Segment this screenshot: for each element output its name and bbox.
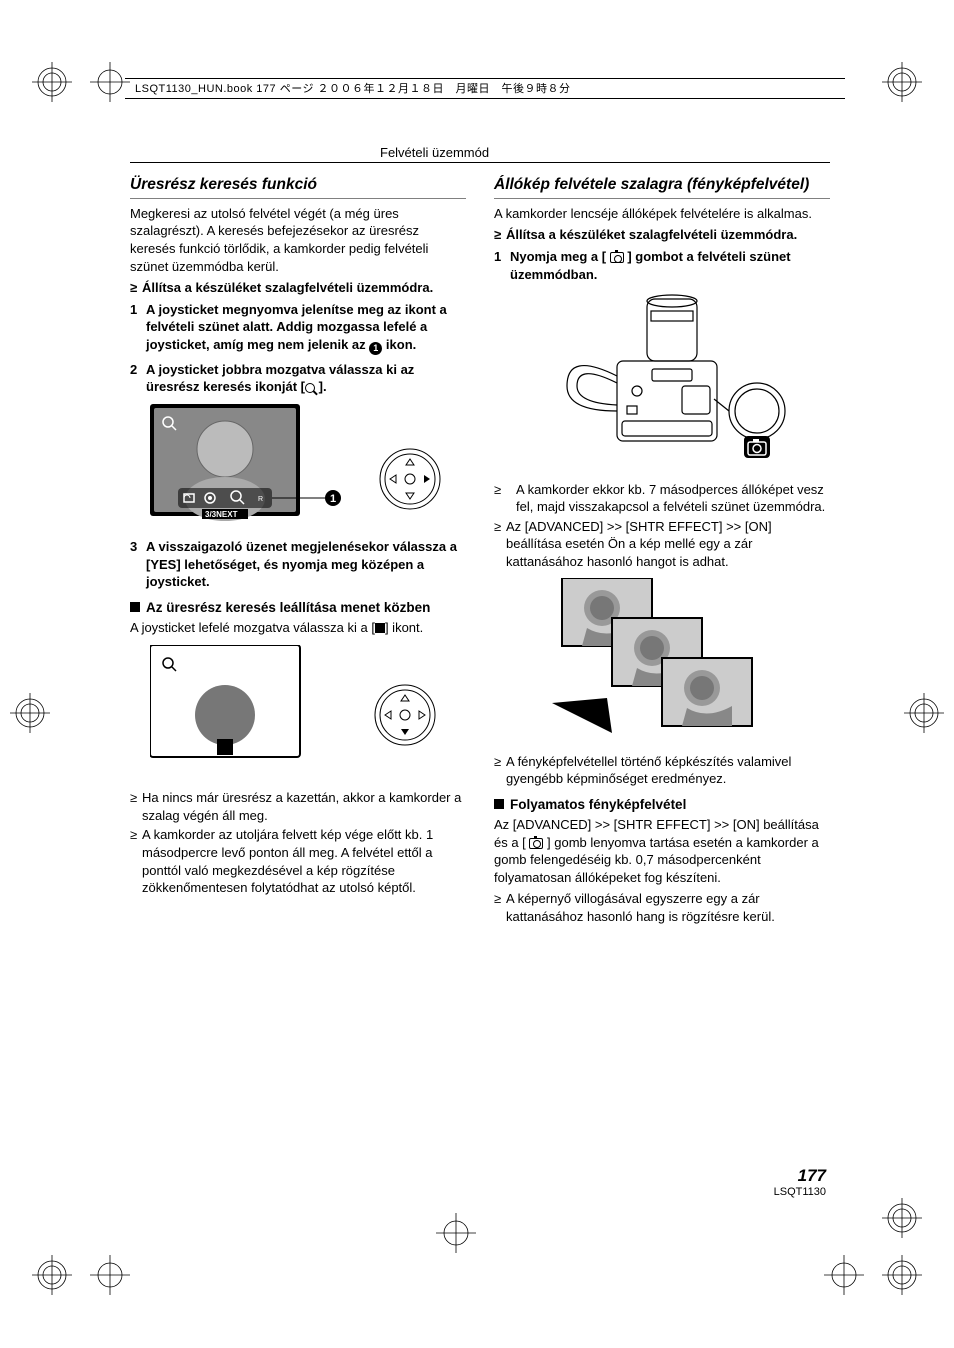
right-figure-camcorder — [494, 291, 830, 471]
left-sub-text: A joysticket lefelé mozgatva válassza ki… — [130, 619, 466, 637]
search-icon — [305, 383, 315, 393]
step-number: 1 — [130, 301, 146, 355]
right-note-3: A fényképfelvétellel történő képkészítés… — [494, 753, 830, 788]
left-title: Üresrész keresés funkció — [130, 175, 466, 196]
step-number: 2 — [130, 361, 146, 396]
left-setup-bullet: Állítsa a készüléket szalagfelvételi üze… — [130, 279, 466, 297]
left-step-3: 3 A visszaigazoló üzenet megjelenésekor … — [130, 538, 466, 591]
left-step2-suf: ]. — [319, 379, 327, 394]
left-intro: Megkeresi az utolsó felvétel végét (a mé… — [130, 205, 466, 275]
right-column: Állókép felvétele szalagra (fényképfelvé… — [494, 175, 830, 930]
section-header-rule — [130, 162, 830, 163]
right-sub-text: Az [ADVANCED] >> [SHTR EFFECT] >> [ON] b… — [494, 816, 830, 886]
reg-mark-bottom-left-inner — [90, 1255, 130, 1295]
camcorder-svg — [532, 291, 792, 466]
left-figure-2 — [150, 645, 466, 780]
left-step-2: 2 A joysticket jobbra mozgatva válassza … — [130, 361, 466, 396]
reg-mark-mid-left — [10, 693, 50, 733]
left-sub-suf: ] ikont. — [385, 620, 423, 635]
camera-icon — [610, 252, 624, 263]
square-bullet-icon — [130, 602, 140, 612]
step-number: 3 — [130, 538, 146, 591]
page-footer: 177 LSQT1130 — [774, 1166, 826, 1198]
left-figure-1-svg: R 3/3NEXT 1 — [150, 404, 450, 524]
right-note-2: Az [ADVANCED] >> [SHTR EFFECT] >> [ON] b… — [494, 518, 830, 571]
right-sub-note: A képernyő villogásával egyszerre egy a … — [494, 890, 830, 925]
fig1-label: 3/3NEXT — [205, 510, 238, 519]
right-sub-title: Folyamatos fényképfelvétel — [510, 796, 686, 814]
right-note-1: A kamkorder ekkor kb. 7 másodperces álló… — [494, 481, 830, 516]
header-rule-top — [125, 78, 845, 79]
reg-mark-bottom-right-upper — [882, 1198, 922, 1238]
fig1-counter: 1 — [330, 493, 336, 505]
section-header: Felvételi üzemmód — [380, 145, 489, 160]
square-bullet-icon — [494, 799, 504, 809]
left-figure-1: R 3/3NEXT 1 — [150, 404, 466, 529]
left-note-1: Ha nincs már üresrész a kazettán, akkor … — [130, 789, 466, 824]
step-text: A joysticket megnyomva jelenítse meg az … — [146, 301, 466, 355]
fig1-icon-r: R — [258, 496, 263, 503]
screens-cascade-svg — [542, 578, 782, 738]
right-intro: A kamkorder lencséje állóképek felvételé… — [494, 205, 830, 223]
right-title: Állókép felvétele szalagra (fényképfelvé… — [494, 175, 830, 196]
right-notes-1: A kamkorder ekkor kb. 7 másodperces álló… — [494, 481, 830, 571]
step-number: 1 — [494, 248, 510, 283]
step-text: A visszaigazoló üzenet megjelenésekor vá… — [146, 538, 466, 591]
left-setup-list: Állítsa a készüléket szalagfelvételi üze… — [130, 279, 466, 297]
right-subhead: Folyamatos fényképfelvétel — [494, 796, 830, 814]
reg-mark-top-left-inner — [90, 62, 130, 102]
header-rule-bottom — [125, 98, 845, 99]
header-book-info: LSQT1130_HUN.book 177 ページ ２００６年１２月１８日 月曜… — [135, 80, 571, 96]
reg-mark-bottom-right-outer — [882, 1255, 922, 1295]
left-figure-2-svg — [150, 645, 450, 775]
right-notes-2: A fényképfelvétellel történő képkészítés… — [494, 753, 830, 788]
page: LSQT1130_HUN.book 177 ページ ２００６年１２月１８日 月曜… — [0, 0, 954, 1348]
left-subhead: Az üresrész keresés leállítása menet köz… — [130, 599, 466, 617]
reg-mark-mid-right — [904, 693, 944, 733]
left-note-2: A kamkorder az utoljára felvett kép vége… — [130, 826, 466, 896]
right-step1-pre: Nyomja meg a [ — [510, 249, 606, 264]
reg-mark-bottom-center — [436, 1213, 476, 1253]
right-title-rule — [494, 198, 830, 199]
reg-mark-bottom-right-inner — [824, 1255, 864, 1295]
right-step-1: 1 Nyomja meg a [ ] gombot a felvételi sz… — [494, 248, 830, 283]
camera-icon — [529, 838, 543, 849]
left-step2-pre: A joysticket jobbra mozgatva válassza ki… — [146, 362, 414, 395]
right-setup-list: Állítsa a készüléket szalagfelvételi üze… — [494, 226, 830, 244]
reg-mark-top-right — [882, 62, 922, 102]
stop-icon — [375, 623, 385, 633]
step-text: Nyomja meg a [ ] gombot a felvételi szün… — [510, 248, 830, 283]
circled-1-icon: 1 — [369, 342, 382, 355]
step-text: A joysticket jobbra mozgatva válassza ki… — [146, 361, 466, 396]
right-sub-notes: A képernyő villogásával egyszerre egy a … — [494, 890, 830, 925]
reg-mark-top-left-outer — [32, 62, 72, 102]
left-sub-pre: A joysticket lefelé mozgatva válassza ki… — [130, 620, 375, 635]
footer-code: LSQT1130 — [774, 1186, 826, 1198]
right-figure-screens — [494, 578, 830, 743]
left-step-1: 1 A joysticket megnyomva jelenítse meg a… — [130, 301, 466, 355]
right-setup-bullet: Állítsa a készüléket szalagfelvételi üze… — [494, 226, 830, 244]
content-columns: Üresrész keresés funkció Megkeresi az ut… — [130, 175, 830, 930]
page-number: 177 — [774, 1166, 826, 1186]
reg-mark-bottom-left-outer — [32, 1255, 72, 1295]
left-step1-suffix: ikon. — [386, 337, 416, 352]
left-column: Üresrész keresés funkció Megkeresi az ut… — [130, 175, 466, 930]
left-notes: Ha nincs már üresrész a kazettán, akkor … — [130, 789, 466, 896]
left-title-rule — [130, 198, 466, 199]
left-sub-title: Az üresrész keresés leállítása menet köz… — [146, 599, 430, 617]
